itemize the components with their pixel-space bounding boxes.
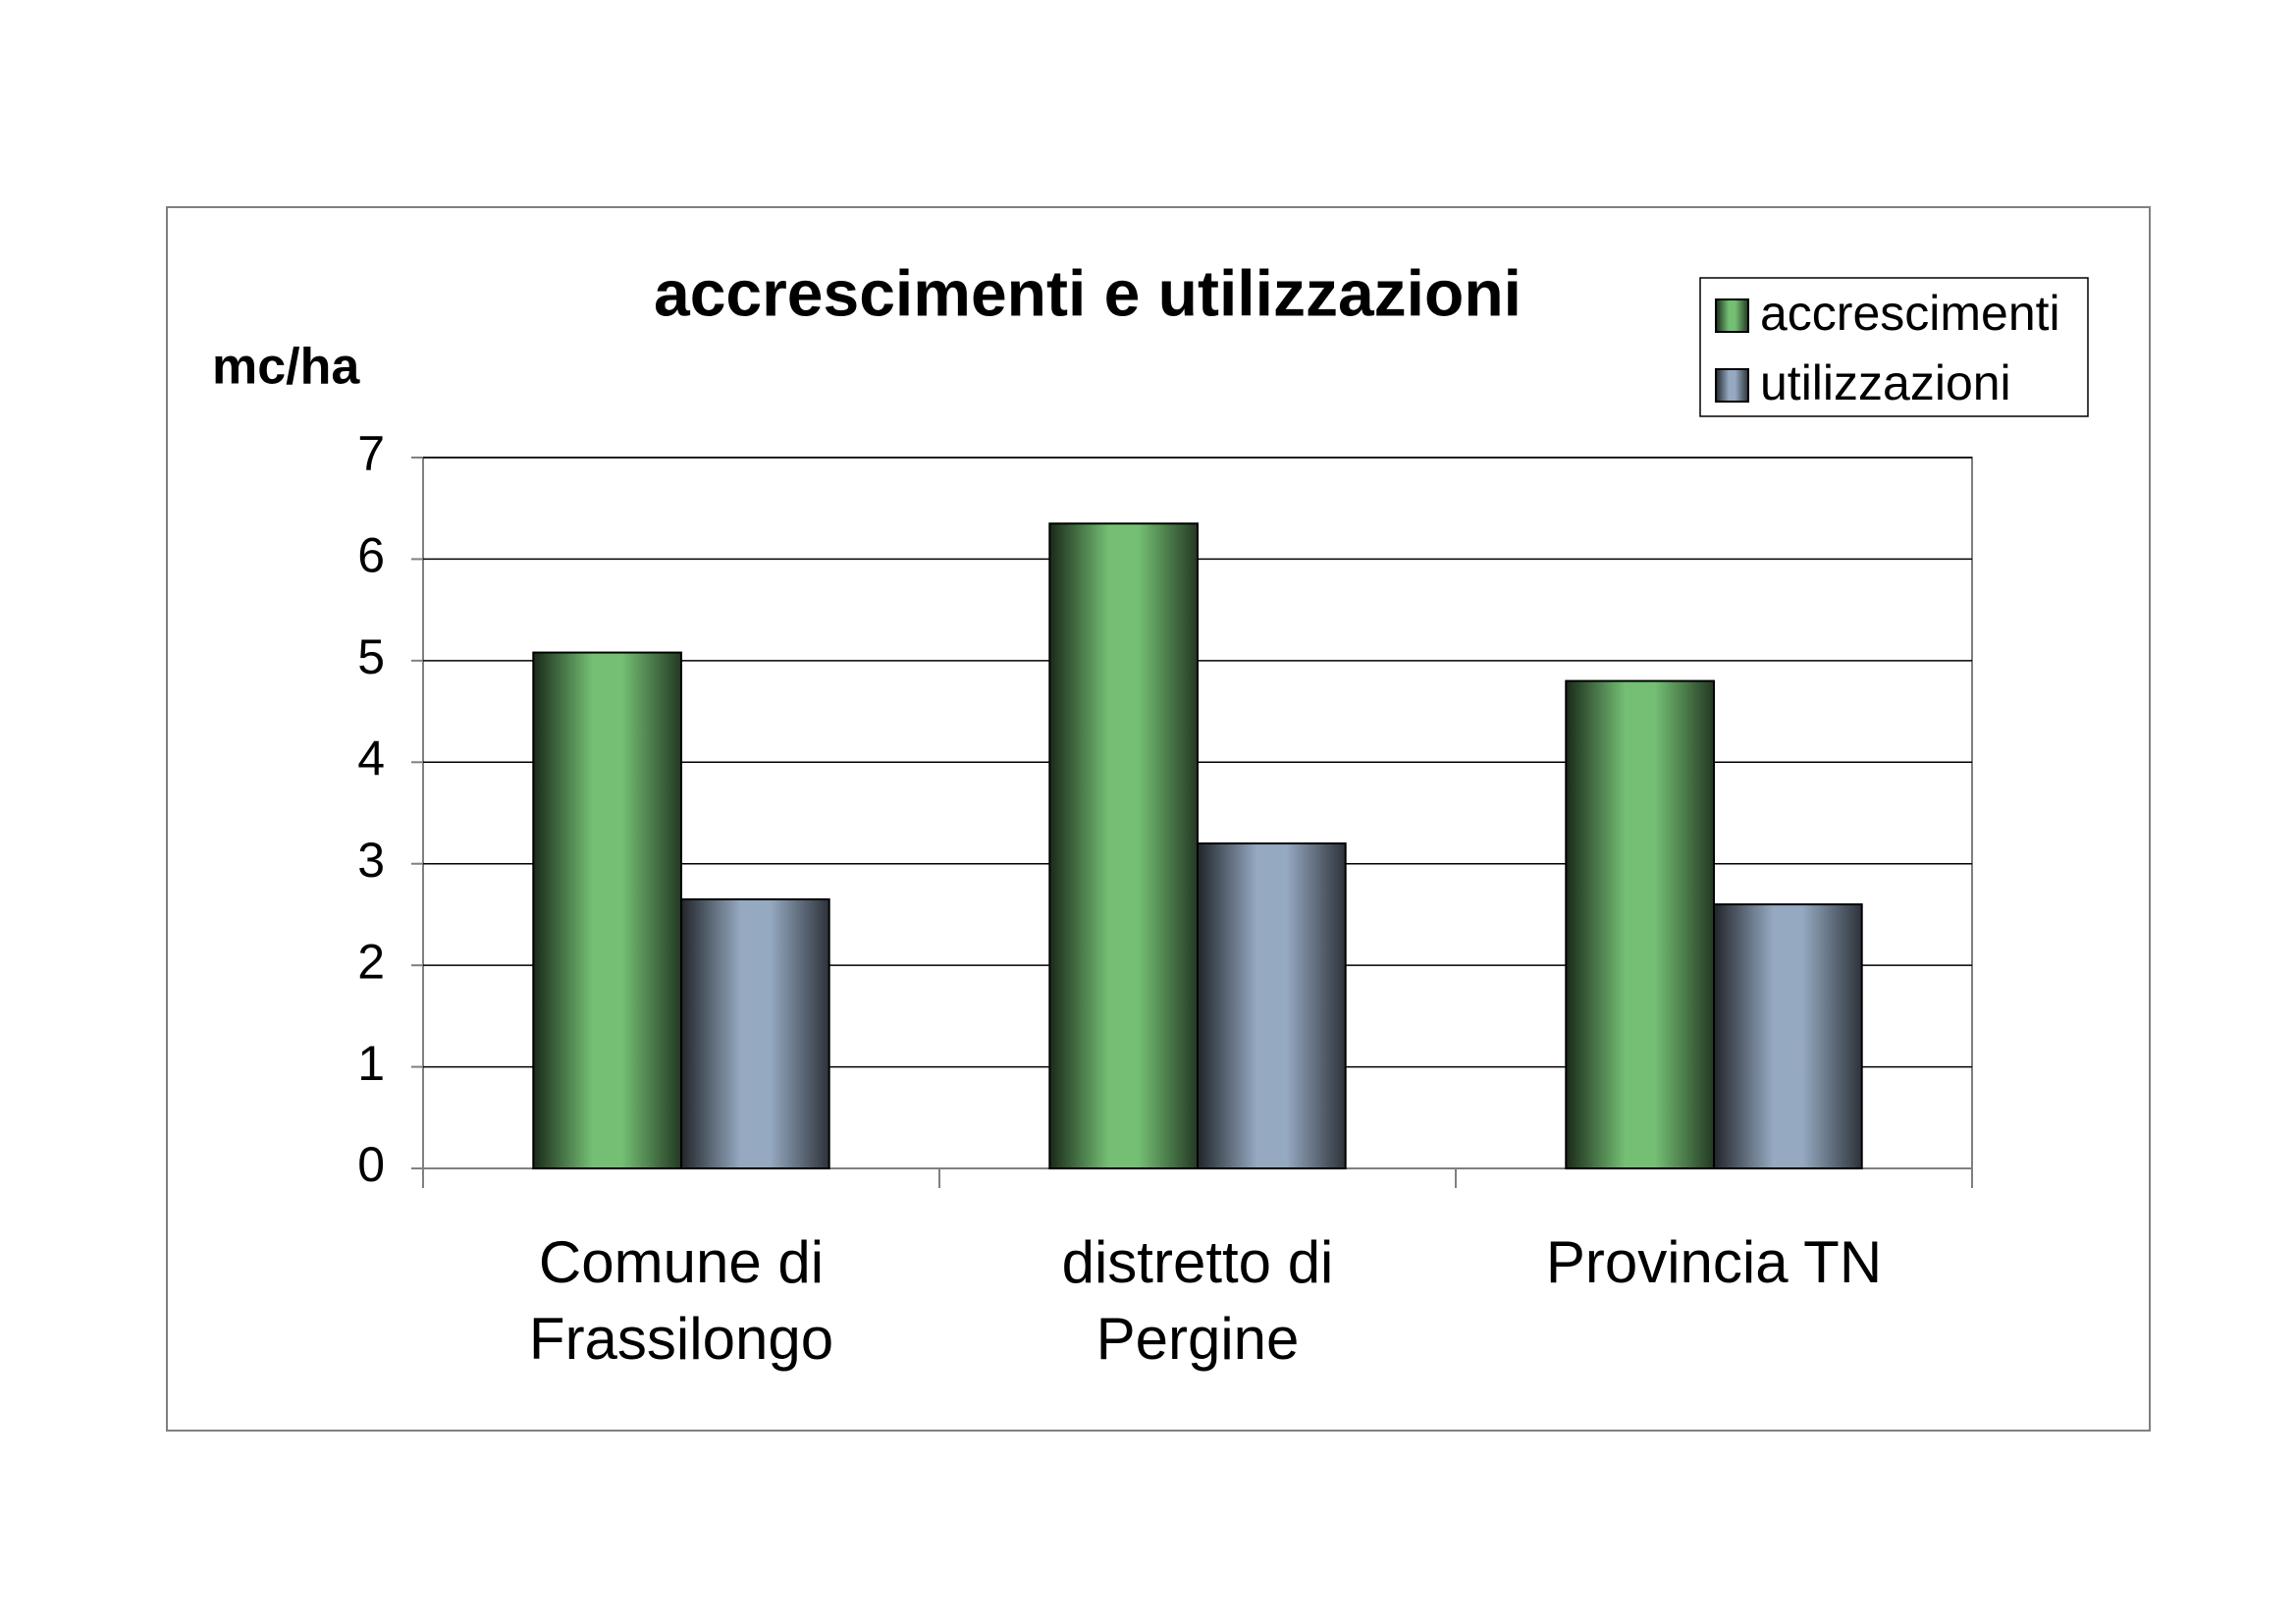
bar [1197, 842, 1347, 1169]
chart-title: accrescimenti e utilizzazioni [654, 256, 1522, 329]
bar [680, 897, 830, 1170]
y-tick-label: 2 [357, 934, 385, 989]
legend-swatch [1715, 368, 1749, 403]
bar [1565, 679, 1716, 1169]
legend-label: accrescimenti [1760, 286, 2060, 341]
legend-label: utilizzazioni [1760, 355, 2011, 410]
bar [1048, 522, 1200, 1169]
y-tick-label: 0 [357, 1137, 385, 1192]
x-tick-label: Comune di Frassilongo [528, 1229, 834, 1372]
y-axis-label: mc/ha [212, 339, 360, 396]
bar [1713, 903, 1863, 1169]
y-tick-label: 1 [357, 1036, 385, 1091]
bar [532, 651, 683, 1169]
y-tick-label: 6 [357, 528, 385, 583]
y-tick-label: 4 [357, 731, 385, 785]
legend-box [1699, 277, 2089, 417]
y-tick-label: 5 [357, 629, 385, 684]
y-tick-label: 7 [357, 426, 385, 481]
legend-swatch [1715, 298, 1749, 333]
y-tick-label: 3 [357, 833, 385, 888]
x-tick-label: distretto di Pergine [1061, 1229, 1334, 1372]
x-tick-label: Provincia TN [1545, 1229, 1883, 1295]
